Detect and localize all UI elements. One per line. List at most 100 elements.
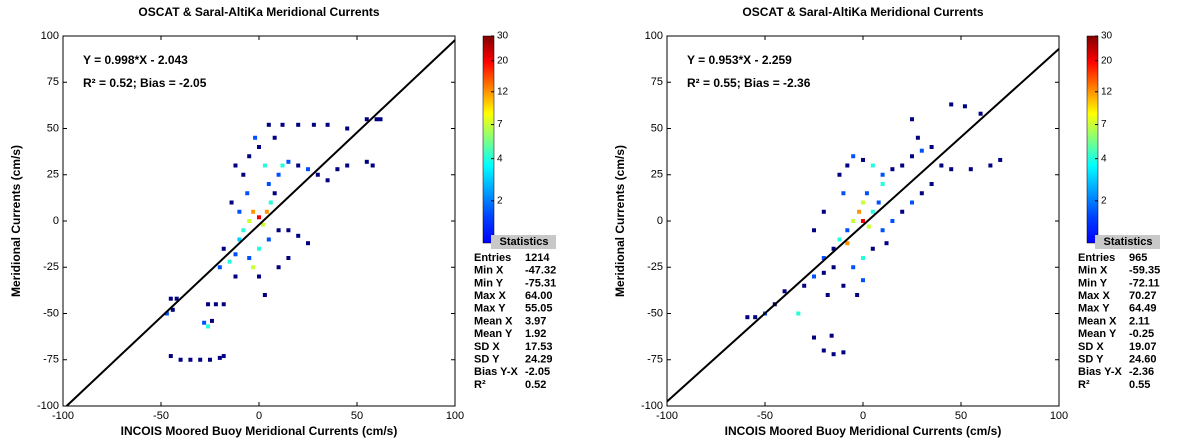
x-axis-label: INCOIS Moored Buoy Meridional Currents (…	[725, 424, 1002, 438]
y-tick-label: 100	[645, 30, 663, 42]
y-tick-label: -100	[37, 400, 59, 412]
data-point	[968, 167, 973, 172]
data-point	[857, 209, 862, 214]
colorbar-tick-label: 4	[497, 153, 503, 164]
x-tick-label: 100	[1050, 410, 1068, 422]
data-point	[949, 167, 954, 172]
data-point	[272, 191, 277, 196]
stats-value: 55.05	[525, 303, 553, 315]
data-point	[782, 289, 787, 294]
data-point	[837, 172, 842, 177]
data-point	[209, 318, 214, 323]
x-tick-label: -50	[757, 410, 773, 422]
data-point	[870, 209, 875, 214]
data-point	[247, 219, 252, 223]
colorbar-tick-label: 4	[1101, 153, 1107, 164]
y-tick-label: -100	[641, 400, 663, 412]
y-tick-label: -75	[43, 354, 59, 366]
data-point	[257, 274, 261, 279]
data-point	[272, 135, 277, 140]
data-point	[202, 320, 207, 325]
x-tick-label: -100	[52, 410, 74, 422]
x-tick-label: -50	[153, 410, 169, 422]
x-tick-label: 50	[955, 410, 967, 422]
data-point	[821, 209, 826, 214]
stats-label: R²	[474, 379, 486, 391]
stats-label: Max Y	[1078, 303, 1110, 315]
data-point	[266, 182, 271, 186]
data-point	[915, 135, 920, 140]
colorbar-tick-label: 2	[497, 195, 503, 206]
x-tick-label: 0	[256, 410, 262, 422]
data-point	[168, 296, 173, 301]
data-point	[335, 167, 340, 172]
data-point	[900, 209, 905, 214]
data-point	[311, 122, 316, 127]
data-point	[841, 191, 846, 196]
y-tick-label: 50	[651, 122, 663, 134]
data-point	[861, 256, 865, 260]
data-point	[864, 191, 869, 196]
data-point	[237, 237, 242, 242]
chart-title: OSCAT & Saral-AltiKa Meridional Currents	[138, 5, 379, 19]
data-point	[919, 148, 924, 153]
stats-value: 965	[1129, 252, 1147, 264]
data-point	[880, 182, 885, 186]
stats-label: SD Y	[1078, 354, 1104, 366]
stats-value: -75.31	[525, 277, 556, 289]
data-point	[910, 200, 914, 205]
data-point	[841, 350, 846, 355]
stats-header-bg	[1095, 235, 1160, 249]
data-point	[286, 256, 291, 260]
data-point	[262, 293, 267, 297]
data-point	[229, 200, 234, 205]
y-axis-label: Meridional Currents (cm/s)	[9, 145, 23, 297]
y-tick-label: -25	[43, 261, 59, 273]
y-tick-label: 75	[651, 76, 663, 88]
data-point	[257, 246, 261, 251]
data-point	[998, 157, 1003, 162]
data-point	[825, 293, 830, 297]
data-point	[247, 256, 252, 260]
data-point	[206, 324, 211, 329]
stats-value: 2.11	[1129, 315, 1150, 327]
data-point	[890, 219, 895, 223]
data-point	[296, 163, 301, 168]
data-point	[812, 274, 816, 279]
colorbar-tick-label: 12	[497, 86, 509, 97]
stats-label: Mean X	[1078, 315, 1117, 327]
data-point	[861, 157, 865, 162]
stats-value: 0.52	[525, 379, 546, 391]
data-point	[812, 228, 816, 233]
data-point	[253, 135, 258, 140]
data-point	[188, 357, 193, 362]
colorbar	[1086, 35, 1099, 244]
data-point	[845, 241, 850, 246]
data-point	[851, 265, 856, 270]
data-point	[910, 117, 914, 122]
stats-label: SD Y	[474, 354, 500, 366]
data-point	[325, 122, 330, 127]
x-tick-label: 0	[860, 410, 866, 422]
data-point	[296, 233, 301, 238]
data-point	[164, 311, 169, 316]
stats-value: 0.55	[1129, 379, 1150, 391]
data-point	[345, 126, 350, 131]
stats-value: 3.97	[525, 315, 546, 327]
data-point	[213, 302, 218, 307]
fit-summary: R² = 0.55; Bias = -2.36	[687, 76, 811, 90]
data-point	[812, 335, 816, 340]
colorbar-tick-label: 2	[1101, 195, 1107, 206]
stats-label: Min X	[1078, 265, 1108, 277]
y-tick-label: 25	[47, 169, 59, 181]
data-point	[796, 311, 801, 316]
data-point	[753, 315, 758, 320]
plot-frame	[666, 35, 1060, 407]
stats-label: Entries	[1078, 252, 1115, 264]
data-point	[855, 293, 860, 297]
data-point	[266, 122, 271, 127]
colorbar-tick-label: 30	[1101, 31, 1113, 42]
stats-label: Bias Y-X	[1078, 366, 1122, 378]
plot-frame	[62, 35, 456, 407]
colorbar-tick-label: 7	[1101, 119, 1107, 130]
